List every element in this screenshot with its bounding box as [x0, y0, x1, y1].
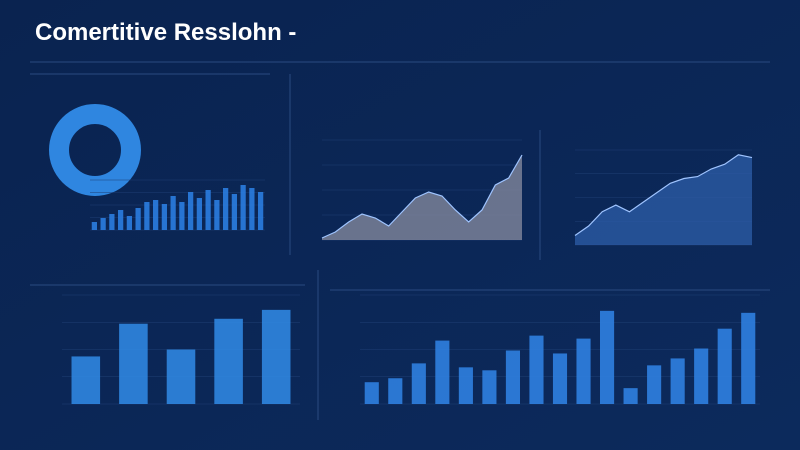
bar [249, 188, 255, 230]
bar [135, 208, 141, 230]
bar [741, 312, 756, 404]
bar [71, 356, 101, 404]
bar [109, 214, 115, 230]
bar [388, 378, 403, 404]
bar [670, 358, 685, 404]
bar [118, 210, 124, 230]
bar [435, 340, 450, 404]
bar [647, 365, 662, 404]
bar [179, 202, 185, 230]
bar [529, 335, 544, 404]
bar [694, 348, 709, 404]
bar [717, 328, 732, 404]
bar [411, 363, 426, 404]
bar [100, 218, 106, 230]
donut-ring [49, 104, 141, 196]
area [575, 154, 752, 245]
bar [153, 200, 159, 230]
bar [196, 198, 202, 230]
bar [258, 192, 264, 230]
bar [214, 200, 220, 230]
bar [364, 382, 379, 404]
bar [458, 367, 473, 404]
bar [223, 188, 229, 230]
bar [91, 222, 97, 230]
title: Comertitive Resslohn - [35, 19, 296, 46]
bar [144, 202, 150, 230]
bar [231, 194, 237, 230]
bar [119, 323, 148, 404]
bar [240, 185, 246, 230]
bar [161, 204, 167, 230]
bar [552, 353, 568, 404]
area-line [574, 154, 753, 236]
bar [600, 310, 615, 404]
bar [623, 388, 638, 404]
bar [505, 350, 520, 404]
bar [576, 338, 591, 404]
bar [261, 309, 291, 404]
bar [205, 190, 211, 230]
area-line [321, 154, 523, 239]
area [322, 155, 522, 240]
bar [170, 196, 176, 230]
bar [482, 370, 497, 404]
bar [188, 192, 194, 230]
bar [166, 349, 196, 404]
bar [126, 216, 132, 230]
bar [214, 318, 243, 404]
